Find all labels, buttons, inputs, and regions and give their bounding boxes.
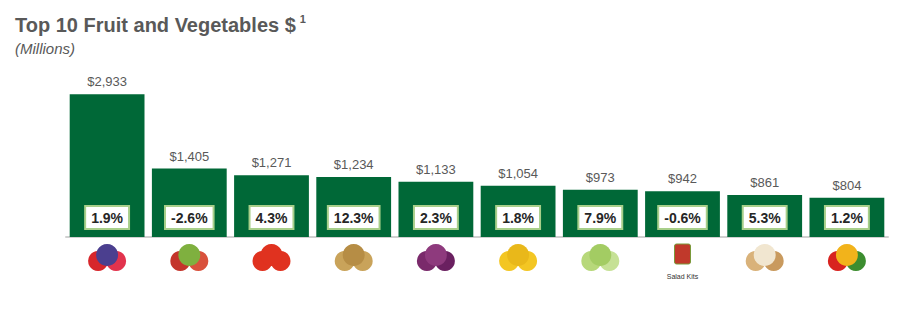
svg-text:Salad Kits: Salad Kits [667, 273, 699, 280]
svg-text:-2.6%: -2.6% [171, 210, 208, 226]
svg-text:4.3%: 4.3% [256, 210, 288, 226]
svg-text:2.3%: 2.3% [420, 210, 452, 226]
svg-text:-0.6%: -0.6% [664, 210, 701, 226]
svg-text:$2,933: $2,933 [87, 74, 127, 89]
svg-text:$1,234: $1,234 [334, 157, 374, 172]
svg-text:7.9%: 7.9% [584, 210, 616, 226]
svg-text:$973: $973 [586, 170, 615, 185]
svg-text:$1,054: $1,054 [498, 166, 538, 181]
svg-text:$861: $861 [750, 175, 779, 190]
svg-text:$942: $942 [668, 171, 697, 186]
svg-text:(Millions): (Millions) [15, 40, 75, 57]
svg-text:$1,271: $1,271 [252, 155, 292, 170]
svg-text:12.3%: 12.3% [334, 210, 374, 226]
svg-text:Top 10 Fruit and Vegetables $: Top 10 Fruit and Vegetables $ [15, 14, 296, 36]
svg-text:1.2%: 1.2% [831, 210, 863, 226]
svg-text:$1,133: $1,133 [416, 162, 456, 177]
svg-text:1.9%: 1.9% [91, 210, 123, 226]
svg-text:5.3%: 5.3% [749, 210, 781, 226]
svg-text:1.8%: 1.8% [502, 210, 534, 226]
svg-text:$1,405: $1,405 [169, 149, 209, 164]
svg-text:1: 1 [300, 13, 306, 25]
svg-text:$804: $804 [832, 178, 861, 193]
